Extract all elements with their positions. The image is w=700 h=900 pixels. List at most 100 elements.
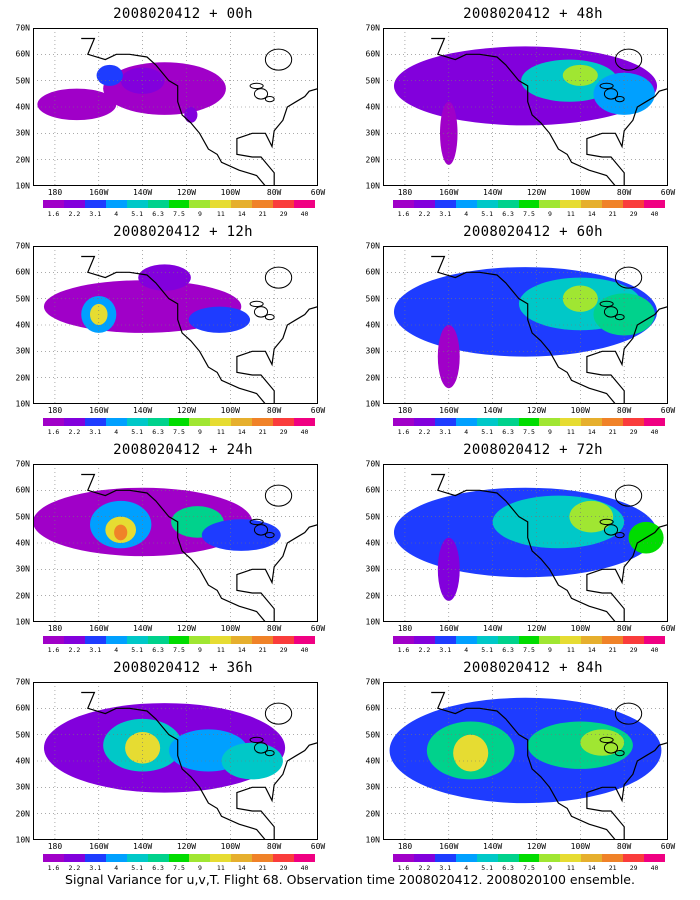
latitude-label: 20N (365, 373, 380, 383)
latitude-label: 20N (365, 591, 380, 601)
colorbar-swatch (644, 200, 665, 208)
colorbar-swatch (539, 854, 561, 862)
longitude-label: 140W (482, 624, 503, 633)
colorbar-swatch (231, 636, 253, 644)
longitude-label: 80W (616, 842, 632, 851)
colorbar-swatch (560, 200, 582, 208)
colorbar-label: 40 (650, 646, 659, 654)
colorbar-swatch (413, 854, 435, 862)
colorbar-swatch (273, 636, 295, 644)
colorbar-swatch (434, 854, 456, 862)
colorbar-label: 6.3 (502, 646, 514, 654)
colorbar-swatch (294, 854, 315, 862)
variance-contour (96, 64, 123, 86)
lake-outline (614, 95, 625, 103)
colorbar-label: 14 (587, 210, 596, 218)
longitude-label: 140W (132, 842, 153, 851)
colorbar-swatch (63, 636, 85, 644)
colorbar (43, 418, 315, 426)
coastline (81, 691, 266, 840)
lake-outline (614, 266, 643, 289)
lake-outline (599, 518, 614, 526)
colorbar-label: 5.1 (481, 864, 494, 872)
colorbar-swatch (63, 854, 85, 862)
colorbar-swatch (63, 418, 85, 426)
longitude-label: 140W (482, 406, 503, 415)
map-panel: 2008020412 + 24h 70N 60N 50N 40N 30N 20N 10N 180… (16, 442, 373, 657)
longitude-label: 100W (570, 406, 590, 415)
colorbar-label: 6.3 (152, 428, 164, 436)
longitude-label: 160W (439, 406, 459, 415)
colorbar-swatch (497, 418, 519, 426)
variance-contour (184, 107, 198, 123)
colorbar-label: 1.6 (397, 864, 410, 872)
latitude-label: 30N (15, 782, 30, 792)
longitude-label: 80W (616, 624, 632, 633)
panel-title: 2008020412 + 48h (463, 6, 603, 22)
map-panel: 2008020412 + 36h 70N 60N 50N 40N 30N 20N 10N 180… (16, 660, 373, 875)
coastline (81, 255, 266, 404)
colorbar-label: 14 (237, 646, 246, 654)
colorbar-label: 7.5 (173, 428, 185, 436)
colorbar-label: 1.6 (397, 428, 410, 436)
colorbar-label: 2.2 (68, 428, 81, 436)
colorbar-label: 21 (258, 646, 267, 654)
lake-outline (614, 531, 625, 539)
longitude-label: 180 (47, 842, 63, 851)
colorbar-label: 2.2 (68, 646, 81, 654)
colorbar-swatch (168, 854, 190, 862)
latitude-label: 20N (15, 155, 30, 165)
colorbar-swatch (393, 418, 414, 426)
longitude-label: 180 (397, 406, 413, 415)
colorbar-swatch (644, 636, 665, 644)
lake-outline (249, 736, 264, 744)
lake-outline (264, 702, 293, 725)
colorbar-swatch (43, 418, 64, 426)
longitude-label: 100W (220, 406, 240, 415)
variance-contour (114, 524, 128, 541)
colorbar (393, 200, 665, 208)
colorbar-swatch (105, 200, 127, 208)
colorbar-swatch (231, 418, 253, 426)
panel-title: 2008020412 + 00h (113, 6, 253, 22)
coastline (586, 524, 668, 622)
colorbar-swatch (413, 636, 435, 644)
colorbar-label: 21 (258, 864, 267, 872)
colorbar-label: 7.5 (173, 210, 185, 218)
latitude-label: 60N (15, 703, 30, 713)
colorbar-label: 4 (114, 428, 119, 436)
coastline (431, 691, 616, 840)
lake-outline (264, 266, 293, 289)
latitude-label: 30N (365, 346, 380, 356)
latitude-label: 20N (15, 591, 30, 601)
colorbar-label: 4 (464, 428, 469, 436)
lake-outline (614, 749, 625, 757)
latitude-label: 60N (365, 485, 380, 495)
colorbar-label: 3.1 (439, 428, 452, 436)
colorbar-swatch (63, 200, 85, 208)
colorbar-swatch (252, 418, 274, 426)
variance-map (33, 28, 318, 186)
colorbar-label: 14 (237, 428, 246, 436)
colorbar-swatch (455, 200, 477, 208)
coastline (236, 306, 318, 404)
colorbar-swatch (497, 854, 519, 862)
latitude-label: 30N (15, 128, 30, 138)
colorbar-label: 29 (279, 210, 288, 218)
colorbar-swatch (189, 854, 211, 862)
coastline (236, 742, 318, 840)
colorbar-swatch (581, 200, 603, 208)
colorbar-label: 2.2 (418, 864, 431, 872)
colorbar-label: 11 (216, 646, 225, 654)
colorbar-label: 40 (650, 864, 659, 872)
colorbar-swatch (623, 200, 645, 208)
longitude-label: 120W (526, 188, 547, 197)
longitude-label: 180 (397, 188, 413, 197)
colorbar-swatch (126, 854, 148, 862)
latitude-label: 70N (365, 677, 380, 687)
colorbar-swatch (273, 854, 295, 862)
latitude-label: 10N (365, 399, 380, 409)
colorbar-label: 9 (197, 864, 202, 872)
latitude-label: 70N (15, 677, 30, 687)
longitude-label: 80W (266, 842, 282, 851)
